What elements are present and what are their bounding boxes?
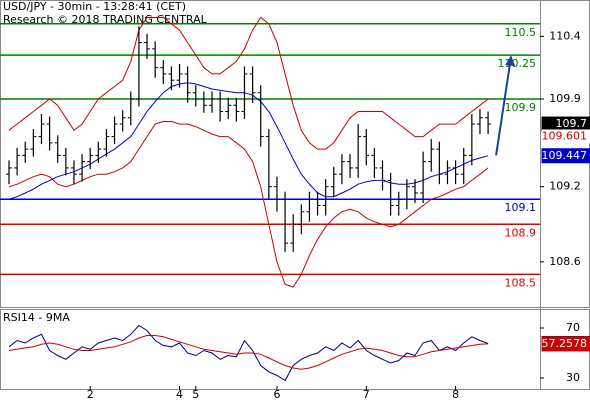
x-tick-label: 4 <box>176 388 183 400</box>
chart-title: USD/JPY - 30min - 13:28:41 (CET) <box>3 0 186 13</box>
price-marker-label: 109.601 <box>542 129 588 142</box>
y-tick-label: 109.2 <box>549 180 581 193</box>
forecast-arrowhead <box>505 55 516 67</box>
x-tick-label: 5 <box>192 388 199 400</box>
x-tick-label: 7 <box>363 388 370 400</box>
indicator-line <box>8 16 489 150</box>
main-panel <box>0 0 590 308</box>
y-tick-label: 109.9 <box>549 92 581 105</box>
level-label: 108.5 <box>505 276 537 289</box>
level-label: 108.9 <box>505 226 537 239</box>
rsi-line <box>8 335 489 370</box>
x-tick-label: 2 <box>87 388 94 400</box>
rsi-line <box>8 324 489 382</box>
price-marker <box>541 148 590 164</box>
price-marker-label: 109.7 <box>556 117 588 130</box>
price-marker-label: 109.447 <box>542 149 588 162</box>
price-marker <box>541 336 590 352</box>
chart-subtitle: Research © 2018 TRADING CENTRAL <box>3 13 208 26</box>
rsi-panel <box>0 309 590 390</box>
level-label: 110.25 <box>498 57 537 70</box>
level-label: 109.1 <box>505 201 537 214</box>
level-label: 109.9 <box>505 101 537 114</box>
level-label: 110.5 <box>505 26 537 39</box>
price-marker-label: 57.2578 <box>542 337 588 350</box>
forecast-arrow <box>495 62 512 156</box>
y-tick-label: 108.6 <box>549 255 581 268</box>
x-tick-label: 8 <box>452 388 459 400</box>
price-marker <box>542 129 590 144</box>
rsi-title: RSI14 - 9MA <box>3 311 70 324</box>
rsi-tick-label: 70 <box>566 321 580 334</box>
rsi-tick-label: 30 <box>566 371 580 384</box>
indicator-line <box>8 82 489 200</box>
y-tick-label: 110.4 <box>549 29 581 42</box>
x-tick-label: 6 <box>273 388 280 400</box>
indicator-line <box>8 121 489 288</box>
